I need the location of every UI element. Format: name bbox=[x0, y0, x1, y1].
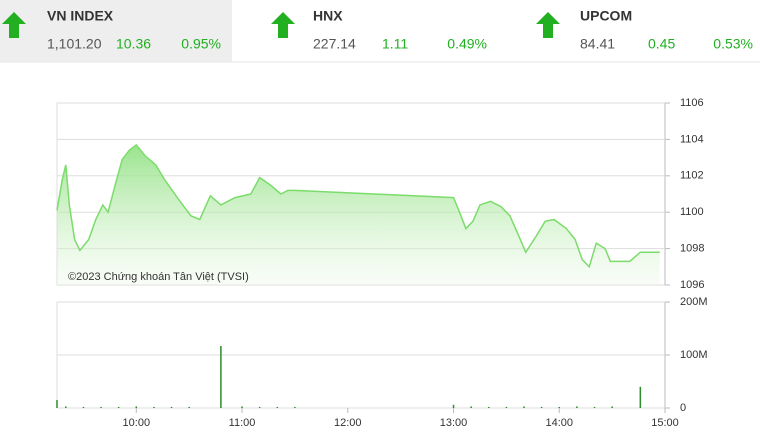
volume-bar bbox=[639, 386, 642, 408]
index-name: HNX bbox=[313, 8, 343, 24]
tile: UPCOM 84.41 0.45 0.53% bbox=[536, 8, 753, 52]
x-tick-label: 12:00 bbox=[334, 417, 362, 429]
x-tick-label: 14:00 bbox=[545, 417, 573, 429]
tile-active bbox=[0, 0, 232, 62]
index-percent: 0.95% bbox=[181, 36, 221, 52]
volume-bar bbox=[258, 406, 261, 408]
volume-bar bbox=[56, 400, 58, 408]
up-arrow bbox=[536, 12, 560, 38]
index-change: 10.36 bbox=[116, 36, 151, 52]
up-arrow bbox=[2, 12, 26, 38]
index-name: UPCOM bbox=[580, 8, 632, 24]
index-value: 1,101.20 bbox=[47, 36, 102, 52]
y-tick-label: 1102 bbox=[680, 170, 704, 182]
volume-bar bbox=[488, 406, 490, 408]
volume-bar bbox=[82, 406, 85, 408]
volume-bar bbox=[593, 406, 596, 408]
up-arrow bbox=[271, 12, 295, 38]
area-fill bbox=[57, 144, 660, 285]
y-tick-label: 1104 bbox=[680, 133, 704, 145]
volume-bar bbox=[135, 406, 138, 408]
y-tick-label: 200M bbox=[680, 296, 708, 308]
y-tick-label: 1100 bbox=[680, 206, 704, 218]
index-percent: 0.53% bbox=[713, 36, 753, 52]
x-tick-label: 11:00 bbox=[229, 417, 256, 429]
tile: VN INDEX 1,101.20 10.36 0.95% bbox=[2, 8, 221, 52]
tile: HNX 227.14 1.11 0.49% bbox=[271, 8, 487, 52]
y-tick-label: 1106 bbox=[680, 97, 704, 109]
volume-bar bbox=[452, 404, 455, 408]
volume-bar bbox=[170, 406, 173, 408]
volume-bar bbox=[241, 406, 243, 408]
index-change: 1.11 bbox=[382, 36, 408, 52]
x-tick-label: 10:00 bbox=[123, 417, 151, 429]
index-value: 227.14 bbox=[313, 36, 356, 52]
y-tick-label: 1098 bbox=[680, 243, 704, 255]
volume-bar bbox=[276, 406, 279, 408]
annotation: ©2023 Chứng khoán Tân Việt (TVSI) bbox=[68, 271, 249, 283]
y-tick-label: 100M bbox=[680, 349, 708, 361]
volume-bar bbox=[220, 345, 222, 408]
index-name: VN INDEX bbox=[47, 8, 114, 24]
price-line bbox=[56, 143, 660, 269]
volume-bar bbox=[523, 406, 525, 408]
index-value: 84.41 bbox=[580, 36, 615, 52]
index-percent: 0.49% bbox=[447, 36, 487, 52]
volume-bar bbox=[611, 406, 613, 408]
volume-bar bbox=[100, 406, 102, 408]
volume-bar bbox=[153, 406, 155, 408]
volume-bar bbox=[558, 406, 561, 408]
x-tick-label: 13:00 bbox=[440, 417, 468, 429]
y-tick-label: 0 bbox=[680, 402, 686, 414]
volume-bar bbox=[294, 406, 296, 408]
y-tick-label: 1096 bbox=[680, 279, 704, 291]
volume-bar bbox=[540, 406, 543, 408]
volume-bar bbox=[505, 406, 508, 408]
volume-bar bbox=[188, 406, 190, 408]
volume-bar bbox=[65, 406, 67, 408]
volume-bar bbox=[470, 406, 472, 408]
index-change: 0.45 bbox=[648, 36, 675, 52]
volume-bar bbox=[576, 406, 578, 408]
volume-bar bbox=[117, 406, 120, 408]
x-tick-label: 15:00 bbox=[651, 417, 679, 429]
